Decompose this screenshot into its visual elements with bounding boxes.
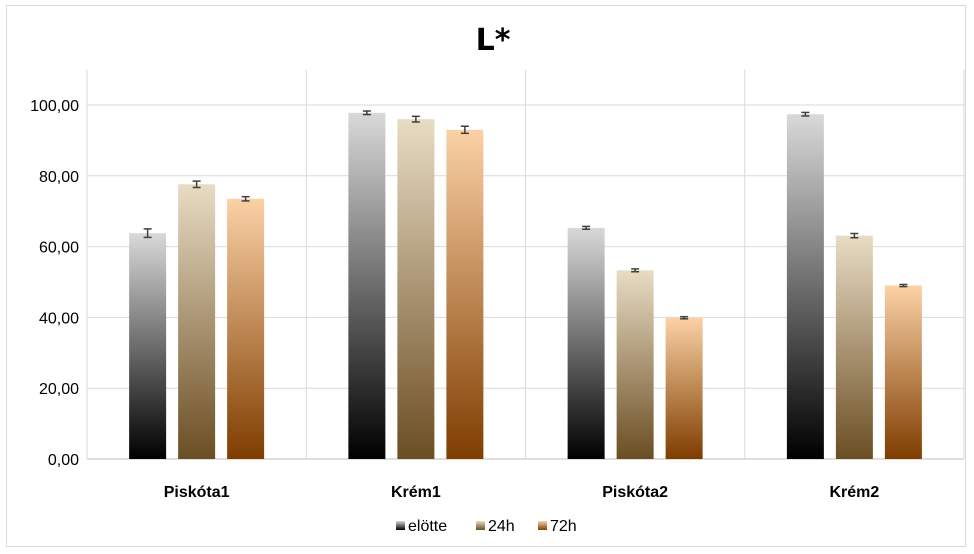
x-tick-label: Piskóta2 <box>602 484 668 501</box>
legend-swatch <box>396 521 405 530</box>
y-axis-ticks: 0,00 20,00 40,00 60,00 80,00 100,00 <box>30 98 79 469</box>
bar <box>835 235 873 459</box>
x-axis-categories: Piskóta1 Krém1 Piskóta2 Krém2 <box>164 484 880 501</box>
error-bar <box>241 195 250 202</box>
y-tick-label: 20,00 <box>39 381 79 398</box>
error-bar <box>143 228 152 239</box>
error-bar <box>460 125 469 135</box>
error-bar <box>631 268 640 273</box>
x-tick-label: Krém1 <box>391 484 441 501</box>
legend-item: 72h <box>538 518 577 535</box>
x-tick-label: Krém2 <box>829 484 879 501</box>
bar <box>567 227 605 459</box>
y-tick-label: 60,00 <box>39 240 79 257</box>
bar <box>129 233 167 459</box>
chart-title: L* <box>476 23 511 58</box>
legend-swatch <box>476 521 485 530</box>
bar <box>227 198 265 459</box>
y-tick-label: 100,00 <box>30 98 79 115</box>
error-bar <box>192 180 201 189</box>
y-tick-label: 80,00 <box>39 169 79 186</box>
error-bar <box>362 110 371 116</box>
y-tick-label: 40,00 <box>39 310 79 327</box>
legend-swatch <box>538 521 547 530</box>
gridlines <box>86 69 965 460</box>
error-bar <box>582 225 591 231</box>
bar <box>786 114 824 459</box>
bar <box>397 119 435 459</box>
error-bar <box>801 111 810 117</box>
chart-area: L* 0,00 20,00 40,00 60,00 80,00 100,00 Piskót… <box>6 5 966 547</box>
legend-label: elötte <box>408 518 447 535</box>
bar <box>665 317 703 459</box>
legend-item: 24h <box>476 518 515 535</box>
legend-label: 72h <box>550 518 577 535</box>
bar <box>348 112 386 460</box>
error-bar <box>850 232 859 239</box>
error-bar <box>411 115 420 123</box>
error-bar <box>680 315 689 320</box>
chart-svg: L* 0,00 20,00 40,00 60,00 80,00 100,00 Piskót… <box>30 23 965 535</box>
x-tick-label: Piskóta1 <box>164 484 230 501</box>
bar <box>178 184 216 459</box>
legend-item: elötte <box>396 518 447 535</box>
error-bar <box>899 283 908 288</box>
legend: elötte 24h 72h <box>396 518 577 535</box>
y-tick-label: 0,00 <box>48 452 79 469</box>
bar <box>884 285 922 459</box>
bar <box>446 129 484 459</box>
bar <box>616 270 654 459</box>
bars <box>129 110 922 460</box>
legend-label: 24h <box>488 518 515 535</box>
